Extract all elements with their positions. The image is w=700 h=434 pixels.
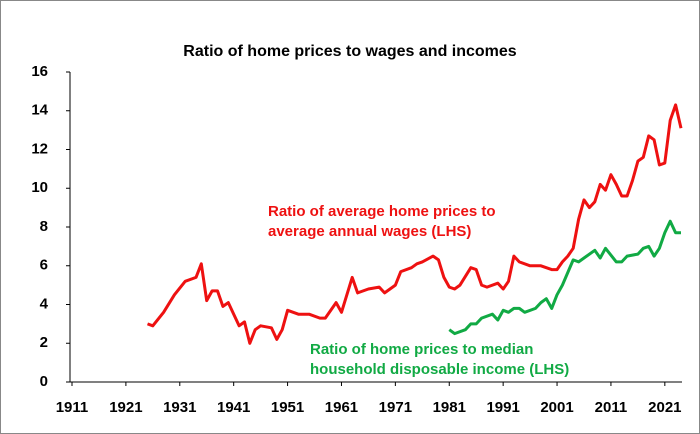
y-tick-label: 16 xyxy=(31,63,48,80)
series-line xyxy=(448,219,681,336)
annotation: Ratio of home prices to median xyxy=(310,341,533,358)
y-tick-label: 6 xyxy=(40,257,48,274)
x-tick-label: 1921 xyxy=(109,399,142,416)
annotation: average annual wages (LHS) xyxy=(268,223,471,240)
y-tick-label: 0 xyxy=(40,373,48,390)
x-tick-label: 1941 xyxy=(217,399,250,416)
x-tick-label: 1981 xyxy=(433,399,466,416)
x-tick-label: 1931 xyxy=(163,399,196,416)
x-tick-label: 2011 xyxy=(595,399,628,416)
x-tick-label: 1911 xyxy=(56,399,89,416)
y-tick-label: 8 xyxy=(40,218,48,235)
annotation: Ratio of average home prices to xyxy=(268,203,496,220)
y-tick-label: 4 xyxy=(40,295,49,312)
x-tick-label: 1951 xyxy=(271,399,304,416)
y-tick-label: 12 xyxy=(31,140,48,157)
y-tick-label: 14 xyxy=(31,102,48,119)
x-tick-label: 1991 xyxy=(486,399,519,416)
annotation: household disposable income (LHS) xyxy=(310,361,569,378)
x-tick-label: 1961 xyxy=(325,399,358,416)
y-tick-label: 10 xyxy=(31,179,48,196)
x-tick-label: 1971 xyxy=(379,399,412,416)
series-line xyxy=(146,103,683,345)
chart-title: Ratio of home prices to wages and income… xyxy=(183,43,517,60)
x-tick-label: 2001 xyxy=(540,399,573,416)
y-tick-label: 2 xyxy=(40,334,48,351)
x-tick-label: 2021 xyxy=(648,399,681,416)
